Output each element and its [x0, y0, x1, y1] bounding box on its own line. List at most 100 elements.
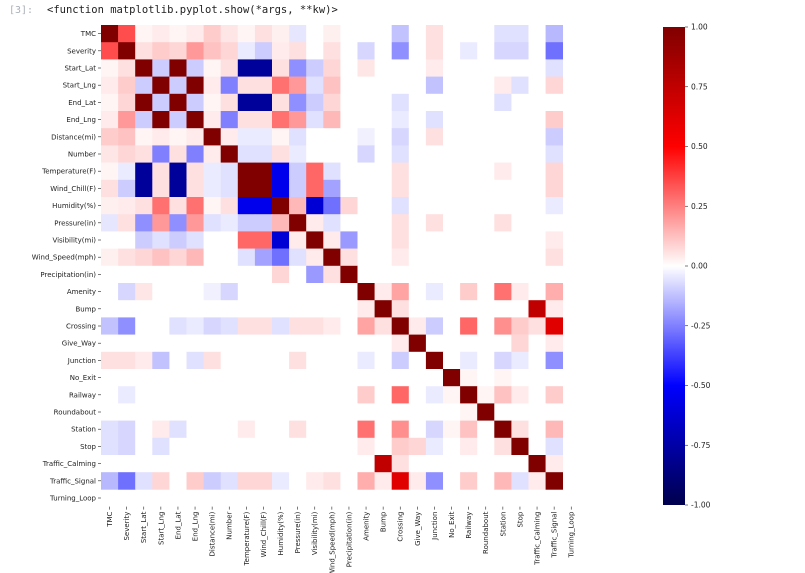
heatmap-cell	[101, 472, 119, 490]
heatmap-cell	[101, 300, 119, 318]
heatmap-cell	[460, 437, 478, 456]
y-tick-label: Distance(mi)	[51, 133, 96, 141]
heatmap-cell	[118, 42, 136, 60]
heatmap-cell	[425, 351, 444, 370]
heatmap-cell	[306, 386, 324, 404]
heatmap-cell	[169, 317, 187, 335]
heatmap-cell	[545, 76, 563, 95]
heatmap-cell	[203, 455, 221, 473]
heatmap-cell	[357, 317, 375, 335]
heatmap-cell	[494, 214, 512, 232]
heatmap-cell	[135, 265, 153, 284]
heatmap-cell	[357, 300, 375, 318]
heatmap-cell	[460, 93, 478, 112]
heatmap-cell	[118, 145, 136, 163]
heatmap-cell	[511, 420, 529, 439]
heatmap-cell	[237, 93, 256, 112]
heatmap-cell	[118, 455, 136, 473]
heatmap-cell	[135, 93, 153, 112]
heatmap-cell	[186, 265, 204, 284]
heatmap-cell	[425, 248, 444, 267]
x-tick-label: Station	[499, 512, 507, 537]
heatmap-cell	[357, 351, 375, 370]
x-tick-label: Start_Lat	[140, 511, 148, 543]
heatmap-cell	[118, 93, 136, 112]
heatmap-cell	[135, 145, 153, 163]
heatmap-cell	[152, 25, 170, 43]
heatmap-cell	[152, 403, 170, 421]
heatmap-cell	[254, 334, 273, 353]
heatmap-cell	[101, 42, 119, 60]
heatmap-cell	[374, 145, 392, 163]
heatmap-cell	[272, 76, 290, 95]
heatmap-cell	[254, 162, 273, 181]
heatmap-cell	[511, 214, 529, 232]
x-tick-label: Severity	[123, 512, 131, 541]
heatmap-cell	[545, 317, 563, 335]
heatmap-cell	[203, 42, 221, 60]
heatmap-cell	[220, 265, 239, 284]
heatmap-cell	[186, 351, 204, 370]
heatmap-cell	[186, 93, 204, 112]
heatmap-cell	[528, 351, 546, 370]
heatmap-cell	[443, 437, 461, 456]
heatmap-cell	[101, 214, 119, 232]
heatmap-cell	[443, 42, 461, 60]
heatmap-cell	[152, 145, 170, 163]
heatmap-cell	[340, 128, 358, 146]
heatmap-cell	[220, 248, 239, 267]
heatmap-cell	[118, 162, 136, 181]
heatmap-cell	[545, 265, 563, 284]
heatmap-cell	[306, 455, 324, 473]
heatmap-cell	[289, 145, 307, 163]
x-tick-label: Railway	[465, 512, 473, 539]
heatmap-cell	[220, 179, 239, 198]
heatmap-cell	[101, 265, 119, 284]
heatmap-cell	[391, 231, 410, 249]
heatmap-cell	[220, 59, 239, 77]
heatmap-cell	[408, 231, 427, 249]
heatmap-cell	[220, 145, 239, 163]
heatmap-cell	[152, 334, 170, 353]
heatmap-cell	[460, 59, 478, 77]
heatmap-cell	[323, 111, 341, 129]
heatmap-cell	[237, 283, 256, 301]
heatmap-cell	[169, 403, 187, 421]
heatmap-cell	[340, 472, 358, 490]
heatmap-cell	[186, 25, 204, 43]
heatmap-cell	[494, 420, 512, 439]
heatmap-cell	[135, 111, 153, 129]
heatmap-cell	[272, 248, 290, 267]
heatmap-cell	[254, 386, 273, 404]
heatmap-cell	[425, 197, 444, 215]
heatmap-cell	[357, 76, 375, 95]
heatmap-cell	[443, 162, 461, 181]
heatmap-cell	[152, 111, 170, 129]
colorbar-tick-label: 0.50	[691, 142, 708, 151]
heatmap-cell	[237, 111, 256, 129]
y-tick-label: Wind_Chill(F)	[50, 185, 96, 193]
heatmap-cell	[135, 300, 153, 318]
heatmap-cell	[340, 42, 358, 60]
heatmap-cell	[237, 351, 256, 370]
x-tick-label: Wind_Speed(mph)	[328, 511, 336, 573]
heatmap-cell	[494, 111, 512, 129]
heatmap-cell	[323, 76, 341, 95]
heatmap-cell	[135, 437, 153, 456]
heatmap-cell	[289, 197, 307, 215]
heatmap-cell	[203, 437, 221, 456]
heatmap-cell	[272, 386, 290, 404]
y-tick-label: Station	[71, 426, 96, 434]
heatmap-cell	[203, 145, 221, 163]
heatmap-cell	[408, 145, 427, 163]
heatmap-cell	[408, 111, 427, 129]
heatmap-cell	[374, 283, 392, 301]
heatmap-cell	[169, 334, 187, 353]
heatmap-cell	[323, 334, 341, 353]
heatmap-cell	[443, 59, 461, 77]
heatmap-cell	[152, 386, 170, 404]
heatmap-cell	[169, 42, 187, 60]
heatmap-cell	[391, 351, 410, 370]
heatmap-cell	[101, 369, 119, 387]
heatmap-cell	[374, 334, 392, 353]
